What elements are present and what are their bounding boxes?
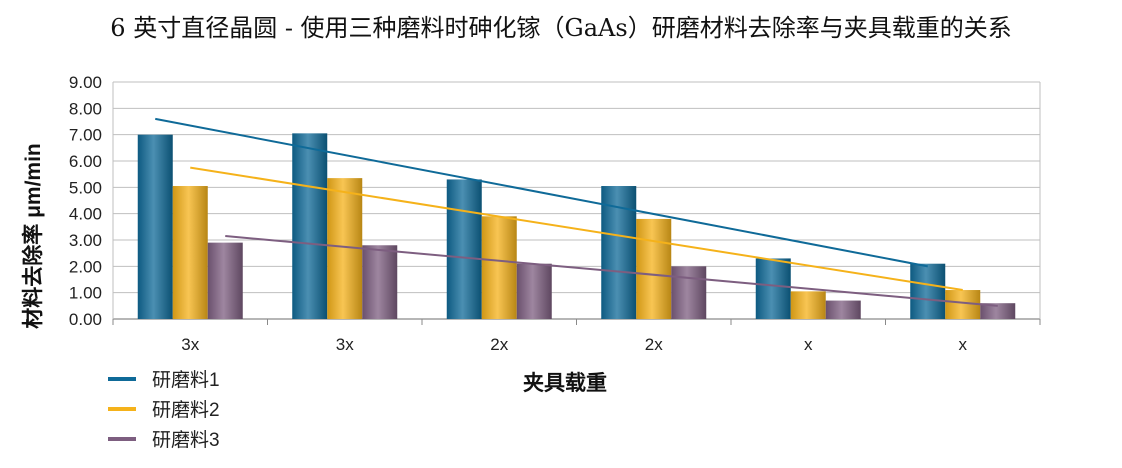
bar-2-4 xyxy=(636,218,672,319)
y-axis-ticks: 0.00 1.00 2.00 3.00 4.00 5.00 6.00 7.00 8.00 9.00 xyxy=(69,73,102,329)
bars xyxy=(137,133,1016,319)
y-axis-label: 材料去除率 μm/min xyxy=(21,143,45,329)
x-tick-label: 2x xyxy=(645,335,663,354)
legend: 研磨料1 研磨料2 研磨料3 xyxy=(108,369,220,451)
bar-1-5 xyxy=(755,258,791,319)
bar-3-2 xyxy=(362,245,398,319)
bar-1-6 xyxy=(910,263,946,319)
trendline-2 xyxy=(190,166,963,292)
y-tick-label: 7.00 xyxy=(69,126,102,145)
bar-3-6 xyxy=(980,303,1016,319)
y-tick-label: 9.00 xyxy=(69,73,102,92)
trendline-1 xyxy=(155,117,928,268)
bar-3-5 xyxy=(825,300,861,319)
bar-3-3 xyxy=(516,263,552,319)
x-tick-label: 2x xyxy=(490,335,508,354)
legend-label-3: 研磨料3 xyxy=(152,429,220,451)
y-tick-label: 2.00 xyxy=(69,257,102,276)
trendline-3 xyxy=(225,235,998,307)
x-tick-label: 3x xyxy=(336,335,354,354)
y-tick-label: 8.00 xyxy=(69,99,102,118)
x-axis-ticks: 3x 3x 2x 2x x x xyxy=(181,335,967,354)
chart-title: 6 英寸直径晶圆 - 使用三种磨料时砷化镓（GaAs）研磨材料去除率与夹具载重的… xyxy=(110,14,1012,42)
bar-2-3 xyxy=(481,216,517,319)
bar-3-1 xyxy=(207,242,243,319)
bar-1-3 xyxy=(446,179,482,319)
bar-3-4 xyxy=(671,266,707,319)
x-tick-label: 3x xyxy=(181,335,199,354)
gridlines xyxy=(112,81,1041,325)
bar-2-1 xyxy=(172,186,208,319)
y-tick-label: 6.00 xyxy=(69,152,102,171)
y-tick-label: 0.00 xyxy=(69,310,102,329)
y-tick-label: 3.00 xyxy=(69,231,102,250)
legend-label-1: 研磨料1 xyxy=(152,369,220,391)
bar-2-5 xyxy=(790,291,826,319)
y-tick-label: 4.00 xyxy=(69,205,102,224)
y-tick-label: 1.00 xyxy=(69,284,102,303)
bar-1-2 xyxy=(292,133,328,319)
legend-label-2: 研磨料2 xyxy=(152,399,220,421)
bar-1-1 xyxy=(137,134,173,319)
trendlines xyxy=(155,117,998,307)
y-tick-label: 5.00 xyxy=(69,178,102,197)
x-tick-label: x xyxy=(804,335,813,354)
x-axis-label: 夹具载重 xyxy=(523,371,607,395)
x-tick-label: x xyxy=(959,335,968,354)
